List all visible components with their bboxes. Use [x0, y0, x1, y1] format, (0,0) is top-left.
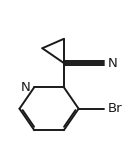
Text: N: N	[107, 57, 117, 69]
Text: Br: Br	[107, 102, 122, 115]
Text: N: N	[21, 81, 31, 94]
